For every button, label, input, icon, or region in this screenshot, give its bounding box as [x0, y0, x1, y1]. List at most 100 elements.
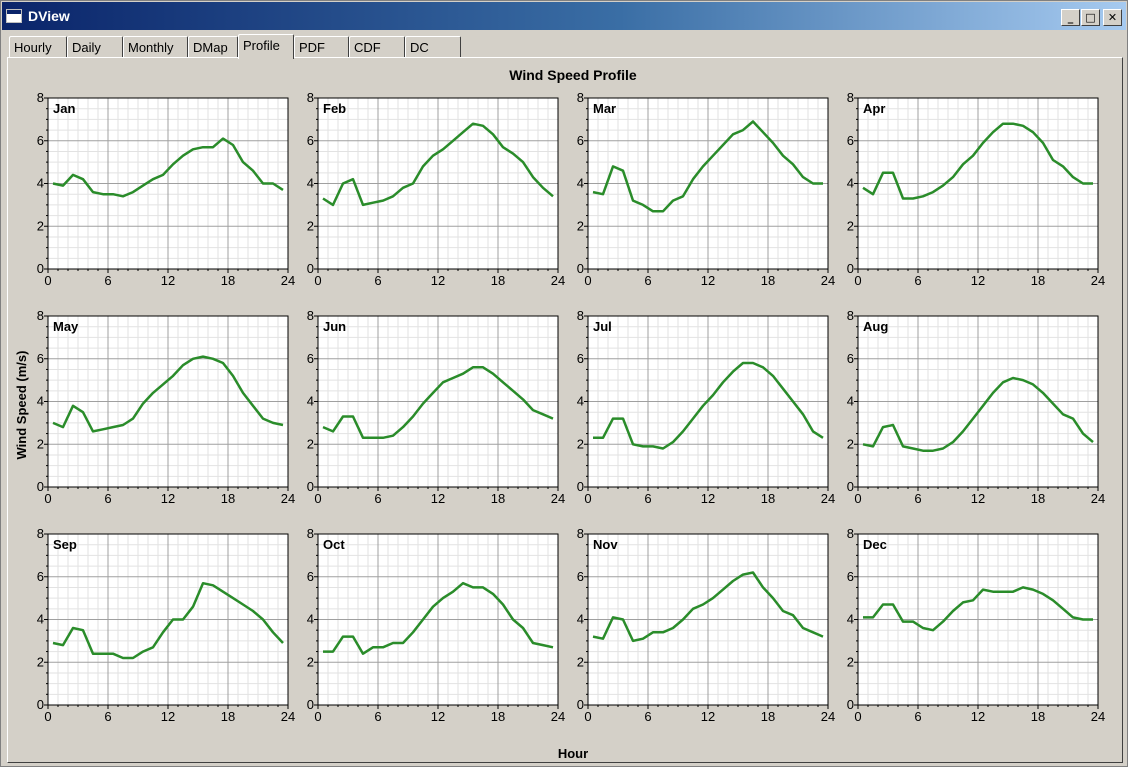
minimize-button[interactable]: _: [1061, 9, 1080, 26]
x-tick-label: 24: [551, 273, 565, 288]
x-tick-label: 18: [761, 273, 775, 288]
y-tick-label: 8: [307, 526, 314, 541]
x-tick-label: 24: [1091, 273, 1105, 288]
y-tick-label: 6: [37, 351, 44, 366]
y-tick-label: 8: [847, 526, 854, 541]
series-line: [52, 355, 284, 433]
x-tick-label: 24: [281, 273, 295, 288]
y-tick-label: 6: [577, 133, 584, 148]
x-tick-label: 0: [584, 491, 591, 506]
tab-cdf[interactable]: CDF: [349, 36, 405, 58]
x-tick-label: 6: [104, 491, 111, 506]
y-tick-label: 0: [37, 479, 44, 494]
x-tick-label: 12: [431, 709, 445, 724]
y-tick-label: 6: [307, 569, 314, 584]
x-tick-label: 0: [854, 709, 861, 724]
y-tick-label: 8: [847, 90, 854, 105]
tab-daily[interactable]: Daily: [67, 36, 123, 58]
y-tick-label: 4: [307, 176, 314, 191]
tab-dc[interactable]: DC: [405, 36, 461, 58]
y-tick-label: 0: [307, 697, 314, 712]
x-tick-label: 6: [644, 709, 651, 724]
series-line: [52, 137, 284, 198]
y-tick-label: 8: [307, 308, 314, 323]
y-tick-label: 0: [577, 697, 584, 712]
panel-title: Sep: [53, 537, 77, 552]
y-tick-label: 8: [847, 308, 854, 323]
y-tick-label: 0: [577, 479, 584, 494]
series-line: [322, 366, 554, 440]
x-tick-label: 12: [701, 491, 715, 506]
y-tick-label: 2: [847, 218, 854, 233]
y-tick-label: 8: [577, 90, 584, 105]
x-tick-label: 18: [1031, 709, 1045, 724]
y-tick-label: 0: [577, 261, 584, 276]
panel-title: Mar: [593, 101, 616, 116]
x-tick-label: 0: [314, 491, 321, 506]
y-tick-label: 4: [847, 612, 854, 627]
panel-title: Jun: [323, 319, 346, 334]
x-tick-label: 6: [644, 491, 651, 506]
y-tick-label: 2: [847, 654, 854, 669]
y-axis-label: Wind Speed (m/s): [14, 351, 29, 460]
chart-title: Wind Speed Profile: [509, 67, 637, 83]
tab-dmap[interactable]: DMap: [188, 36, 238, 58]
y-tick-label: 6: [847, 133, 854, 148]
y-tick-label: 2: [37, 436, 44, 451]
x-tick-label: 12: [971, 491, 985, 506]
x-tick-label: 18: [761, 709, 775, 724]
x-tick-label: 18: [1031, 491, 1045, 506]
y-tick-label: 4: [37, 394, 44, 409]
tab-pdf[interactable]: PDF: [294, 36, 349, 58]
x-tick-label: 0: [314, 709, 321, 724]
x-tick-label: 18: [1031, 273, 1045, 288]
x-tick-label: 24: [1091, 709, 1105, 724]
x-tick-label: 0: [44, 273, 51, 288]
x-tick-label: 24: [551, 709, 565, 724]
x-tick-label: 6: [104, 709, 111, 724]
series-line: [862, 376, 1094, 452]
x-tick-label: 18: [491, 709, 505, 724]
tab-hourly[interactable]: Hourly: [9, 36, 67, 58]
y-tick-label: 8: [37, 526, 44, 541]
tab-monthly[interactable]: Monthly: [123, 36, 188, 58]
x-tick-label: 0: [44, 491, 51, 506]
x-tick-label: 6: [374, 491, 381, 506]
panel-title: Nov: [593, 537, 618, 552]
y-tick-label: 2: [307, 436, 314, 451]
tab-profile[interactable]: Profile: [238, 34, 294, 59]
y-tick-label: 2: [37, 218, 44, 233]
y-tick-label: 6: [307, 133, 314, 148]
y-tick-label: 4: [307, 394, 314, 409]
y-tick-label: 6: [577, 569, 584, 584]
series-line: [863, 586, 1093, 632]
x-tick-label: 24: [1091, 491, 1105, 506]
y-tick-label: 6: [577, 351, 584, 366]
x-tick-label: 12: [161, 709, 175, 724]
x-tick-label: 0: [584, 273, 591, 288]
y-tick-label: 6: [847, 569, 854, 584]
x-tick-label: 6: [374, 273, 381, 288]
x-tick-label: 12: [701, 709, 715, 724]
x-tick-label: 18: [761, 491, 775, 506]
x-tick-label: 24: [821, 709, 835, 724]
x-tick-label: 12: [971, 273, 985, 288]
x-tick-label: 12: [701, 273, 715, 288]
panel-title: Oct: [323, 537, 345, 552]
x-tick-label: 24: [821, 273, 835, 288]
y-tick-label: 0: [307, 479, 314, 494]
title-bar[interactable]: DView _ □ ✕: [2, 2, 1126, 30]
x-tick-label: 18: [221, 491, 235, 506]
maximize-button[interactable]: □: [1081, 9, 1100, 26]
panel-title: Apr: [863, 101, 885, 116]
tab-bar: Hourly Daily Monthly DMap Profile PDF CD…: [7, 34, 1123, 59]
close-button[interactable]: ✕: [1103, 9, 1122, 26]
x-tick-label: 18: [491, 273, 505, 288]
y-tick-label: 2: [577, 654, 584, 669]
